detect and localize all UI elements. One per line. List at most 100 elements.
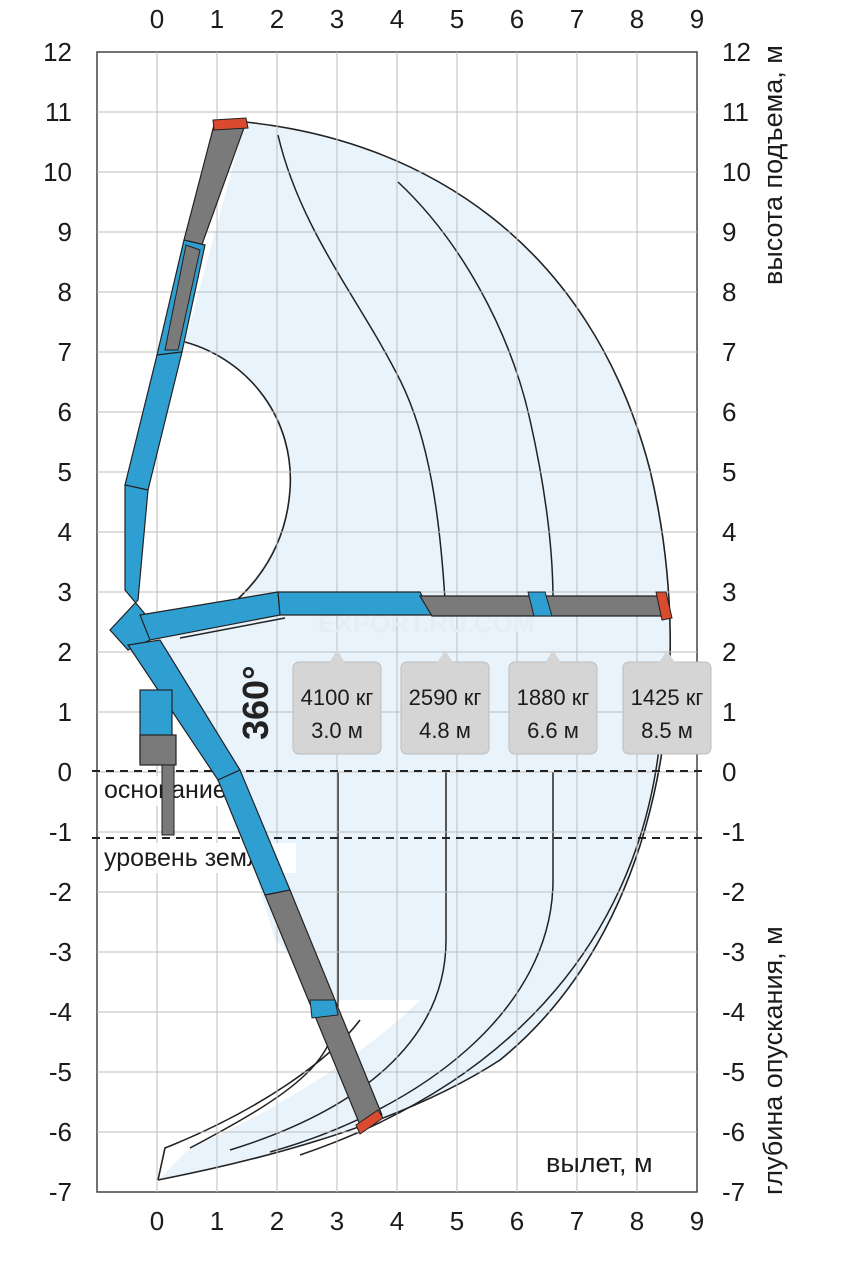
y-tick-label-right: -1 <box>722 817 745 847</box>
lower-curve-d <box>299 739 661 1156</box>
stabilizer <box>161 764 175 836</box>
load-reach: 3.0 м <box>311 718 363 743</box>
x-tick-label-top: 2 <box>270 4 284 34</box>
boom-h-blue-mid <box>527 591 553 617</box>
y-tick-label-left: 6 <box>58 397 72 427</box>
y-tick-label-left: 1 <box>58 697 72 727</box>
load-label: 1880 кг 6.6 м <box>508 650 598 755</box>
y-tick-label-left: -2 <box>49 877 72 907</box>
x-tick-label-top: 3 <box>330 4 344 34</box>
y-tick-label-left: 11 <box>45 97 72 127</box>
load-value: 1880 кг <box>517 685 590 710</box>
boom-tip-red <box>212 117 249 131</box>
y-tick-label-right: 6 <box>722 397 736 427</box>
load-value: 4100 кг <box>301 685 374 710</box>
x-tick-label-bottom: 7 <box>570 1206 584 1236</box>
x-tick-label-top: 9 <box>690 4 704 34</box>
y-tick-label-right: 4 <box>722 517 736 547</box>
y-tick-label-left: 9 <box>58 217 72 247</box>
y-tick-label-left: 2 <box>58 637 72 667</box>
x-tick-label-bottom: 0 <box>150 1206 164 1236</box>
y-tick-label-right: 8 <box>722 277 736 307</box>
x-axis-label: вылет, м <box>546 1148 653 1178</box>
right-axis-label-top: высота подъема, м <box>758 45 788 285</box>
lower-curve-b <box>229 772 447 1151</box>
crane-boom-horizontal <box>139 591 673 641</box>
x-tick-label-top: 1 <box>210 4 224 34</box>
y-tick-label-right: -2 <box>722 877 745 907</box>
x-tick-label-top: 4 <box>390 4 404 34</box>
y-tick-label-right: 0 <box>722 757 736 787</box>
load-label: 1425 кг 8.5 м <box>622 650 712 755</box>
y-tick-label-right: 7 <box>722 337 736 367</box>
lower-curve-c <box>269 772 554 1153</box>
x-tick-label-top: 6 <box>510 4 524 34</box>
y-tick-label-right: 12 <box>722 37 751 67</box>
x-tick-label-bottom: 5 <box>450 1206 464 1236</box>
x-tick-label-top: 5 <box>450 4 464 34</box>
y-tick-label-right: -4 <box>722 997 745 1027</box>
y-tick-label-left: 10 <box>43 157 72 187</box>
load-value: 1425 кг <box>631 685 704 710</box>
boom-section-blue-3 <box>109 484 151 651</box>
load-value: 2590 кг <box>409 685 482 710</box>
y-tick-label-right: 11 <box>722 97 749 127</box>
rotation-label: 360° <box>235 666 276 740</box>
x-tick-label-bottom: 9 <box>690 1206 704 1236</box>
x-ticks-top: 0 1 2 3 4 5 6 7 8 9 <box>150 4 704 34</box>
boom-h-blue-2 <box>277 591 433 616</box>
y-tick-label-left: -4 <box>49 997 72 1027</box>
y-tick-label-left: 12 <box>43 37 72 67</box>
y-tick-label-left: 0 <box>58 757 72 787</box>
y-tick-label-right: 2 <box>722 637 736 667</box>
y-tick-label-right: 5 <box>722 457 736 487</box>
y-tick-label-left: 3 <box>58 577 72 607</box>
boom-h-cylinder <box>179 617 286 639</box>
boom-section-gray-2 <box>164 244 201 351</box>
x-tick-label-bottom: 8 <box>630 1206 644 1236</box>
load-label-pointer <box>329 650 345 663</box>
y-tick-label-left: -7 <box>49 1177 72 1207</box>
load-label-pointer <box>545 650 561 663</box>
crane-boom-lower <box>126 639 384 1135</box>
y-tick-label-left: -3 <box>49 937 72 967</box>
right-axis-label-bottom: глубина опускания, м <box>758 926 788 1195</box>
load-reach: 6.6 м <box>527 718 579 743</box>
y-tick-label-right: 9 <box>722 217 736 247</box>
y-tick-label-right: -6 <box>722 1117 745 1147</box>
y-tick-label-left: 5 <box>58 457 72 487</box>
y-tick-label-left: -1 <box>49 817 72 847</box>
y-tick-label-right: 3 <box>722 577 736 607</box>
crane-base <box>139 689 177 836</box>
x-tick-label-top: 0 <box>150 4 164 34</box>
load-reach: 8.5 м <box>641 718 693 743</box>
y-tick-label-right: -3 <box>722 937 745 967</box>
x-tick-label-bottom: 2 <box>270 1206 284 1236</box>
boom-low-tip-red <box>355 1109 384 1135</box>
x-tick-label-top: 7 <box>570 4 584 34</box>
y-tick-label-right: 10 <box>722 157 751 187</box>
load-curve-3m <box>277 134 446 601</box>
x-tick-label-bottom: 4 <box>390 1206 404 1236</box>
y-tick-label-left: -6 <box>49 1117 72 1147</box>
y-tick-label-left: 7 <box>58 337 72 367</box>
y-tick-label-left: 8 <box>58 277 72 307</box>
working-area-fill <box>158 122 671 1180</box>
y-tick-label-right: 1 <box>722 697 736 727</box>
y-tick-label-right: -5 <box>722 1057 745 1087</box>
x-ticks-bottom: 0 1 2 3 4 5 6 7 8 9 <box>150 1206 704 1236</box>
load-label-pointer <box>437 650 453 663</box>
y-tick-label-left: 4 <box>58 517 72 547</box>
x-tick-label-bottom: 6 <box>510 1206 524 1236</box>
working-area <box>157 121 672 1181</box>
boom-low-blue-3 <box>309 999 339 1019</box>
y-tick-label-right: -7 <box>722 1177 745 1207</box>
load-labels: 4100 кг 3.0 м 2590 кг 4.8 м 1880 кг 6.6 м 1425… <box>292 650 712 755</box>
x-tick-label-bottom: 1 <box>210 1206 224 1236</box>
y-tick-label-left: -5 <box>49 1057 72 1087</box>
turret <box>139 734 177 766</box>
load-label: 2590 кг 4.8 м <box>400 650 490 755</box>
